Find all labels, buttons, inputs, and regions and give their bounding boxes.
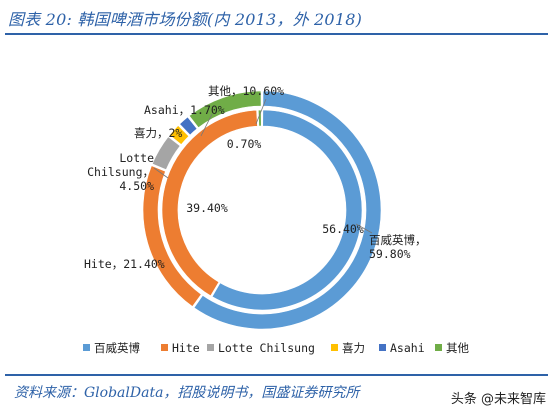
source-rule xyxy=(5,374,548,376)
outer-slice-0 xyxy=(193,90,382,330)
data-label-outer-0: 百威英博， 59.80% xyxy=(369,233,427,261)
data-label-outer-1: Hite，21.40% xyxy=(84,257,165,271)
legend-label-3: 喜力 xyxy=(342,341,365,355)
inner-slice-5 xyxy=(258,109,262,127)
inner-slice-0 xyxy=(211,109,363,311)
legend-label-1: Hite xyxy=(172,341,200,355)
legend-swatch-5 xyxy=(435,344,442,351)
chart-title: 图表 20: 韩国啤酒市场份额(内 2013，外 2018) xyxy=(8,10,363,29)
source-note: 资料来源：GlobalData，招股说明书，国盛证券研究所 xyxy=(14,385,360,401)
outer-slice-1 xyxy=(142,165,202,307)
legend-swatch-3 xyxy=(331,344,338,351)
leader-line-outer-5 xyxy=(255,98,267,125)
watermark: 头条 @未来智库 xyxy=(450,392,546,407)
leader-line-outer-2 xyxy=(153,167,169,179)
leader-line-outer-4 xyxy=(200,113,213,137)
legend-label-0: 百威英博 xyxy=(94,341,140,355)
legend-label-2: Lotte Chilsung xyxy=(218,341,315,355)
data-label-inner-1: 39.40% xyxy=(186,201,228,215)
legend-swatch-1 xyxy=(161,344,168,351)
title-rule xyxy=(5,33,548,35)
data-label-outer-2: Lotte Chilsung， 4.50% xyxy=(87,151,154,193)
outer-slice-5 xyxy=(188,90,262,129)
legend-label-5: 其他 xyxy=(446,341,469,355)
data-label-outer-5: 其他，10.60% xyxy=(208,84,284,98)
data-label-outer-4: Asahi，1.70% xyxy=(144,103,225,117)
legend-swatch-4 xyxy=(379,344,386,351)
leader-line-outer-0 xyxy=(355,223,373,234)
legend-swatch-0 xyxy=(83,344,90,351)
data-label-inner-0: 56.40% xyxy=(322,222,364,236)
legend-swatch-2 xyxy=(207,344,214,351)
outer-slice-4 xyxy=(179,116,198,136)
legend-label-4: Asahi xyxy=(390,341,425,355)
inner-slice-1 xyxy=(161,109,258,297)
data-label-inner-5: 0.70% xyxy=(227,137,262,151)
data-label-outer-3: 喜力，2% xyxy=(134,126,182,140)
outer-slice-3 xyxy=(169,125,190,145)
outer-slice-2 xyxy=(151,136,181,171)
